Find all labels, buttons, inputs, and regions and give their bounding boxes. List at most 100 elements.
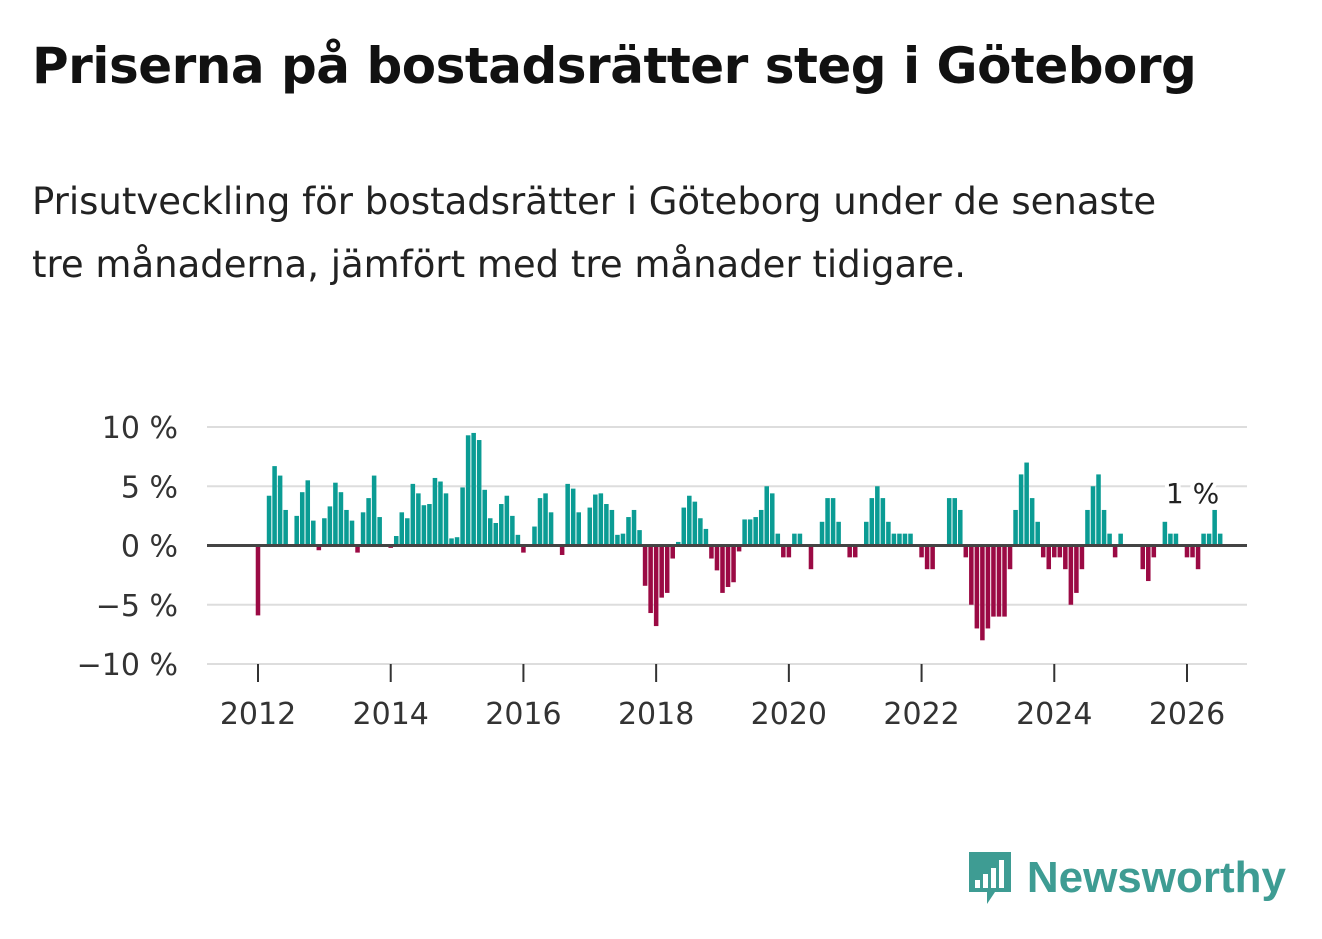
bar (499, 504, 504, 546)
bar (1112, 545, 1118, 558)
bar (736, 545, 742, 552)
bar (653, 545, 659, 627)
bar (377, 517, 382, 546)
bar-chart: 10 % 5 % 0 % −5 % −10 % 2012 2014 2016 2018 2020 2… (77, 411, 1247, 732)
bar (294, 515, 299, 546)
data-labels: 1 %1 % (1162, 473, 1223, 514)
bar (847, 545, 852, 558)
bar (576, 512, 581, 546)
bar (322, 518, 327, 546)
bar (1007, 545, 1013, 570)
y-tick-label: −10 % (77, 648, 178, 683)
bar (598, 493, 604, 546)
bar (869, 498, 875, 546)
bar (897, 533, 902, 546)
latest-value-label: 1 % (1166, 477, 1219, 510)
bar (355, 545, 360, 553)
bar (886, 521, 891, 546)
bar (482, 489, 487, 546)
bar (1013, 509, 1018, 546)
bar (670, 545, 675, 559)
bar (919, 545, 924, 558)
bar (1040, 545, 1046, 558)
bar (808, 545, 814, 570)
x-tick-label: 2014 (353, 697, 429, 732)
bar (758, 509, 764, 546)
bar (283, 509, 288, 546)
bar (786, 545, 792, 558)
bar (770, 493, 775, 546)
bar (537, 498, 543, 546)
bar (830, 498, 836, 546)
x-tick-label: 2020 (751, 697, 827, 732)
bar (792, 533, 797, 546)
bar (1162, 521, 1168, 546)
bar (371, 475, 377, 546)
bar (1046, 545, 1052, 570)
newsworthy-logo: Newsworthy (965, 848, 1286, 908)
bar (1090, 486, 1096, 546)
bar (631, 509, 637, 546)
bar (255, 545, 261, 616)
bar (316, 545, 322, 551)
bar (471, 432, 476, 546)
bar (764, 486, 769, 546)
bar (465, 435, 471, 546)
bar (902, 533, 908, 546)
bar (521, 545, 526, 553)
bar (985, 545, 991, 629)
bar (908, 533, 913, 546)
bar (311, 520, 316, 546)
bar (703, 528, 709, 546)
bar (875, 486, 880, 546)
y-tick-label: −5 % (96, 589, 178, 624)
bar (344, 509, 349, 546)
bar (1146, 545, 1151, 582)
bar (559, 545, 565, 555)
bar (299, 492, 305, 546)
bar (747, 519, 753, 546)
bar (626, 517, 631, 546)
bar (642, 545, 648, 586)
bar (1107, 533, 1112, 546)
bar (476, 440, 482, 546)
bar (1168, 533, 1173, 546)
bar (338, 492, 344, 546)
bar (487, 518, 493, 546)
bar (1024, 462, 1029, 546)
bar (543, 493, 548, 546)
bar (952, 498, 958, 546)
bar (1018, 474, 1024, 546)
bar (946, 498, 952, 546)
bar (421, 505, 427, 546)
bar (974, 545, 980, 629)
bar (1063, 545, 1068, 570)
bar (720, 545, 725, 593)
x-tick-label: 2022 (883, 697, 959, 732)
bar (1151, 545, 1157, 558)
bar-series (255, 432, 1223, 641)
bar (1173, 533, 1179, 546)
x-tick-label: 2012 (220, 697, 296, 732)
bar (1212, 509, 1217, 546)
bar (825, 498, 830, 546)
bar (327, 506, 333, 546)
bar (1002, 545, 1007, 617)
bar (305, 480, 311, 546)
bar (991, 545, 996, 617)
bar (609, 509, 615, 546)
bar (637, 530, 642, 546)
bar (493, 522, 499, 546)
bar (399, 512, 405, 546)
bar (593, 494, 598, 546)
bar (504, 495, 510, 546)
bar (781, 545, 786, 558)
bar (1029, 498, 1035, 546)
bar (797, 533, 803, 546)
bar (930, 545, 935, 570)
bar (460, 487, 465, 546)
bar (880, 498, 886, 546)
bar (864, 521, 869, 546)
bar (360, 512, 366, 546)
bar (648, 545, 653, 614)
